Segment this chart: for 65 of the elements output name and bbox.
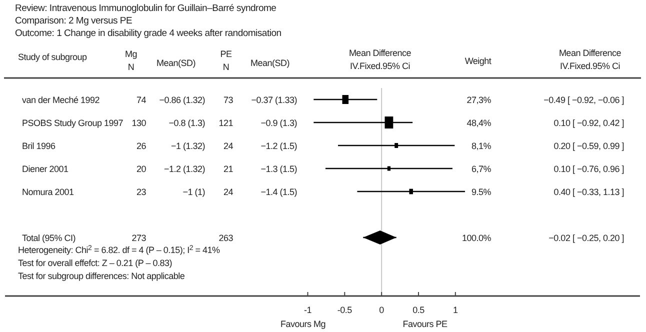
y-tick-label: Total (95% CI) [22,233,76,243]
annotation: 121 [218,118,234,128]
text: N [222,62,230,72]
annotation: 9.5% [471,187,492,197]
text: PE [220,49,232,59]
annotation: 0.10 [ −0.92, 0.42 ] [554,118,624,128]
text: Favours Mg [280,319,326,329]
annotation: 74 [136,95,146,105]
text: Mean(SD) [250,58,290,68]
text: Weight [464,56,492,66]
text: Mean Difference [348,48,412,58]
text: Outcome: 1 Change in disability grade 4 weeks after randomisation [15,28,282,39]
annotation: 8,1% [471,141,492,151]
y-tick-label: van der Meché 1992 [22,95,100,105]
text: Study of subgroup [18,52,88,62]
annotation: −1.2 (1.5) [260,141,298,151]
annotation: −1 (1) [182,187,206,197]
annotation: −0.49 [ −0.92, −0.06 ] [544,95,624,105]
annotation: 73 [223,95,234,105]
annotation: −0.9 (1.3) [260,118,298,128]
annotation: Test for overall effefct: Z – 0.21 (P – 0.83) [18,258,172,268]
annotation: −0.37 (1.33) [251,95,298,105]
text: Mean(SD) [156,58,196,68]
annotation: Test for subgroup differences: Not applicable [18,271,185,281]
text: Favours PE [402,319,448,329]
annotation: 48,4% [466,118,492,128]
chart-subtitle: Comparison: 2 Mg versus PE [15,16,132,26]
text: N [128,62,134,72]
y-tick-label: Nomura 2001 [22,187,74,197]
annotation: −1.4 (1.5) [260,187,298,197]
annotation: −1.3 (1.5) [260,164,298,174]
annotation: −0.86 (1.32) [159,95,206,105]
annotation: 24 [223,141,234,151]
annotation: 0.10 [ −0.76, 0.96 ] [554,164,624,174]
annotation: 21 [223,164,234,174]
annotation: 100.0% [462,233,492,243]
x-tick-label: -0.5 [337,305,352,315]
annotation: 273 [132,233,146,243]
annotation: 20 [136,164,146,174]
y-tick-label: PSOBS Study Group 1997 [22,118,124,128]
annotation: −0.8 (1.3) [168,118,206,128]
text: IV.Fixed.95% Ci [350,61,410,71]
text: Mg [124,49,138,59]
annotation: 27,3% [466,95,492,105]
x-tick-label: 0 [379,305,384,315]
y-tick-label: Bril 1996 [22,141,56,151]
annotation: 26 [136,141,146,151]
annotation: 6,7% [471,164,492,174]
annotation: 130 [132,118,146,128]
annotation: −1.2 (1.32) [164,164,206,174]
chart-title: Review: Intravenous Immunoglobulin for Guillain–Barré syndrome [15,3,276,14]
annotation: Heterogeneity: Chi$^{2}$ = 6.82. df = 4 (P – 0.15); I$^{2}$ = 41% [18,244,220,255]
annotation: −1 (1.32) [170,141,206,151]
annotation: 0.40 [ −0.33, 1.13 ] [554,187,624,197]
annotation: 23 [136,187,146,197]
annotation: −0.02 [ −0.25, 0.20 ] [548,233,624,243]
x-tick-label: 0.5 [412,305,425,315]
annotation: 263 [218,233,234,243]
annotation: 0.20 [ −0.59, 0.99 ] [554,141,624,151]
x-tick-label: 1 [453,305,458,315]
x-tick-label: -1 [304,305,312,315]
y-tick-label: Diener 2001 [22,164,69,174]
annotation: 24 [223,187,234,197]
text: IV.Fixed.95% Ci [560,61,620,71]
text: Mean Difference [558,48,622,58]
